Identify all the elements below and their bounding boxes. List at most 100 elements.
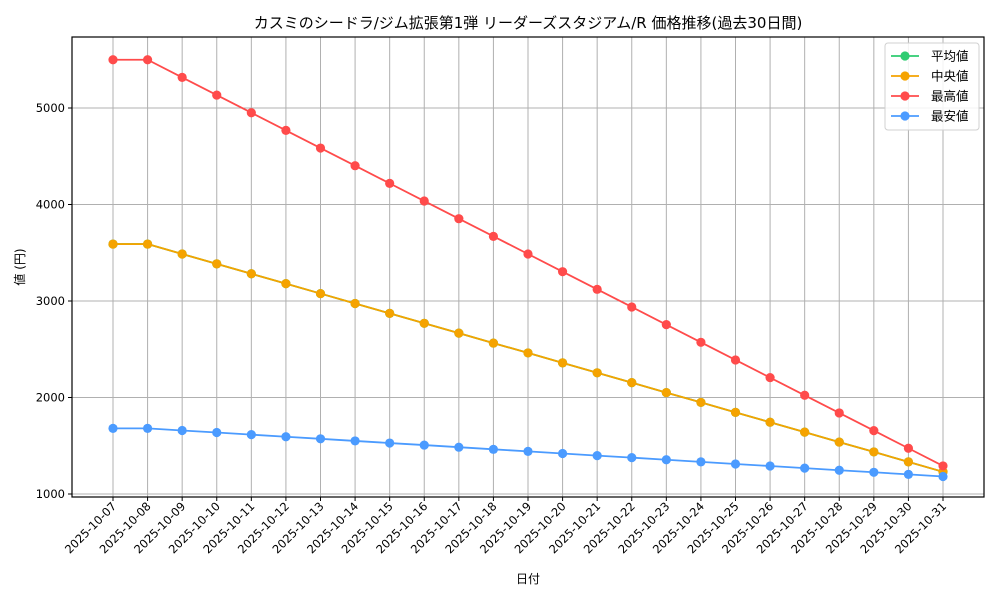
data-point xyxy=(765,461,775,471)
data-point xyxy=(246,108,256,118)
data-point xyxy=(938,461,948,471)
legend-item: 平均値 xyxy=(891,49,969,64)
legend-item: 中央値 xyxy=(891,69,969,84)
legend-marker-icon xyxy=(900,51,910,61)
series-1 xyxy=(108,239,948,477)
data-point xyxy=(834,465,844,475)
data-point xyxy=(557,448,568,459)
legend-label: 中央値 xyxy=(931,69,969,84)
data-point xyxy=(488,338,499,348)
data-point xyxy=(419,318,429,328)
legend-label: 最高値 xyxy=(931,89,969,104)
data-point xyxy=(903,469,914,480)
data-point xyxy=(142,55,153,65)
legend-marker-icon xyxy=(900,111,910,121)
legend-item: 最安値 xyxy=(891,109,969,124)
y-tick-label: 2000 xyxy=(36,391,65,405)
data-point xyxy=(281,279,291,289)
data-point xyxy=(869,425,879,436)
series-3 xyxy=(108,423,948,482)
legend-marker-icon xyxy=(900,71,910,81)
data-point xyxy=(903,457,914,467)
data-point xyxy=(523,446,533,456)
grid xyxy=(72,37,984,497)
data-point xyxy=(592,284,602,294)
data-point xyxy=(385,178,395,188)
data-point xyxy=(730,407,741,417)
data-point xyxy=(177,72,187,83)
data-point xyxy=(938,471,948,482)
data-point xyxy=(385,438,395,448)
data-point xyxy=(454,214,464,224)
data-point xyxy=(834,408,844,418)
data-point xyxy=(800,463,810,473)
data-point xyxy=(350,161,360,171)
legend-label: 平均値 xyxy=(931,49,969,64)
data-point xyxy=(315,434,326,444)
y-tick-label: 3000 xyxy=(36,294,65,308)
data-point xyxy=(108,239,118,249)
data-point xyxy=(454,442,464,452)
data-point xyxy=(730,459,741,469)
data-point xyxy=(108,55,118,65)
data-point xyxy=(834,437,844,447)
data-point xyxy=(246,269,256,279)
y-tick-label: 5000 xyxy=(36,101,65,115)
y-axis-label: 値 (円) xyxy=(12,248,27,285)
data-point xyxy=(627,378,637,388)
data-point xyxy=(177,425,187,436)
data-point xyxy=(627,453,637,463)
data-point xyxy=(661,455,671,465)
legend-item: 最高値 xyxy=(891,89,969,104)
y-axis: 1000 2000 3000 4000 5000 xyxy=(36,101,72,501)
data-point xyxy=(488,444,499,454)
data-point xyxy=(765,373,775,383)
data-point xyxy=(212,259,222,269)
data-point xyxy=(661,387,671,398)
legend-box xyxy=(884,42,980,131)
y-tick-label: 1000 xyxy=(36,487,65,501)
x-axis-label: 日付 xyxy=(516,572,540,586)
data-point xyxy=(177,249,187,259)
data-point xyxy=(142,239,153,249)
chart-title: カスミのシードラ/ジム拡張第1弾 リーダーズスタジアム/R 価格推移(過去30日… xyxy=(254,14,803,32)
data-point xyxy=(557,267,568,277)
data-point xyxy=(385,308,395,318)
data-point xyxy=(350,436,360,446)
data-point xyxy=(212,90,222,100)
data-point xyxy=(315,143,326,153)
data-point xyxy=(350,298,360,309)
data-point xyxy=(592,450,602,461)
data-point xyxy=(419,440,429,450)
data-point xyxy=(627,302,637,312)
data-point xyxy=(281,432,291,442)
data-point xyxy=(108,423,118,433)
data-point xyxy=(765,417,775,427)
series-lines xyxy=(108,55,948,482)
data-point xyxy=(661,320,671,330)
data-point xyxy=(557,358,568,368)
data-point xyxy=(800,427,810,437)
series-2 xyxy=(108,55,948,471)
legend-marker-icon xyxy=(900,91,910,101)
data-point xyxy=(800,390,810,400)
data-point xyxy=(903,443,914,453)
data-point xyxy=(523,249,533,259)
data-point xyxy=(281,125,291,135)
data-point xyxy=(212,427,222,438)
data-point xyxy=(592,368,602,378)
data-point xyxy=(454,328,464,338)
data-point xyxy=(419,196,429,206)
data-point xyxy=(142,423,153,433)
y-tick-label: 4000 xyxy=(36,198,65,212)
data-point xyxy=(696,397,706,408)
x-axis: 2025-10-072025-10-082025-10-092025-10-10… xyxy=(62,497,949,556)
data-point xyxy=(523,348,533,358)
data-point xyxy=(730,355,741,365)
data-point xyxy=(315,288,326,299)
data-point xyxy=(869,447,879,457)
data-point xyxy=(696,457,706,467)
